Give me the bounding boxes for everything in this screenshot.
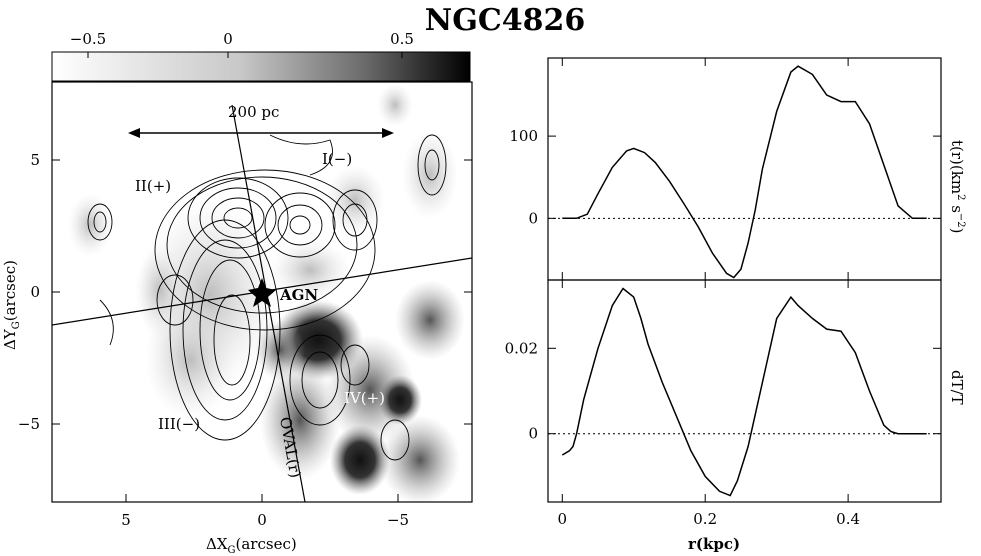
map-y-axis-label: ΔYG(arcsec) — [1, 260, 22, 350]
torque-profile-panels: 0 100 0 0.02 0 0.2 0.4 r(kpc) t(r)(km2 s−2) d… — [505, 57, 966, 553]
y-tick-label: 0.02 — [505, 339, 538, 357]
map-y-tick-label: 0 — [30, 283, 40, 301]
top-plot: 0 100 — [509, 58, 941, 280]
torque-profile-line — [562, 65, 927, 279]
x-tick-label: 0.2 — [693, 510, 717, 528]
gravity-torque-map — [52, 83, 472, 502]
colorbar: −0.5 0 0.5 — [51, 30, 471, 82]
map-x-tick-label: 5 — [121, 511, 131, 529]
x-tick-label: 0.4 — [836, 510, 860, 528]
quadrant-label-iii: III(−) — [158, 415, 200, 433]
map-y-tick-label: 5 — [30, 151, 40, 169]
bottom-y-axis-label: dT/T — [948, 370, 966, 405]
bottom-plot: 0 0.02 0 0.2 0.4 — [505, 280, 941, 528]
scale-bar-label: 200 pc — [228, 103, 279, 121]
colorbar-tick-label: 0.5 — [390, 30, 414, 48]
bottom-plot-frame — [547, 279, 942, 503]
map-x-tick-label: −5 — [387, 511, 409, 529]
y-tick-label: 0 — [528, 425, 538, 443]
top-y-axis-label: t(r)(km2 s−2) — [948, 140, 966, 234]
quadrant-label-ii: II(+) — [135, 177, 171, 195]
map-y-tick-label: −5 — [18, 415, 40, 433]
scale-bar: 200 pc — [128, 103, 394, 138]
map-x-tick-label: 0 — [257, 511, 267, 529]
y-tick-label: 0 — [528, 209, 538, 227]
agn-marker: AGN — [248, 278, 318, 307]
x-tick-label: 0 — [558, 510, 568, 528]
relative-torque-line — [561, 287, 927, 497]
y-tick-label: 100 — [509, 127, 538, 145]
agn-label: AGN — [279, 286, 318, 304]
quadrant-label-i: I(−) — [322, 150, 352, 168]
quadrant-label-iv: IV(+) — [344, 389, 385, 407]
bottom-x-axis-label: r(kpc) — [688, 535, 740, 553]
intensity-contours — [87, 134, 447, 461]
colorbar-tick-label: −0.5 — [70, 30, 106, 48]
velocity-map-panel: 5 0 −5 5 0 −5 ΔXG(arcsec) ΔYG(arcsec) 20… — [1, 81, 473, 556]
colorbar-gradient — [51, 51, 471, 82]
map-x-axis-label: ΔXG(arcsec) — [206, 535, 297, 556]
figure-title: NGC4826 — [425, 3, 585, 38]
colorbar-tick-label: 0 — [223, 30, 233, 48]
top-plot-frame — [547, 57, 942, 281]
